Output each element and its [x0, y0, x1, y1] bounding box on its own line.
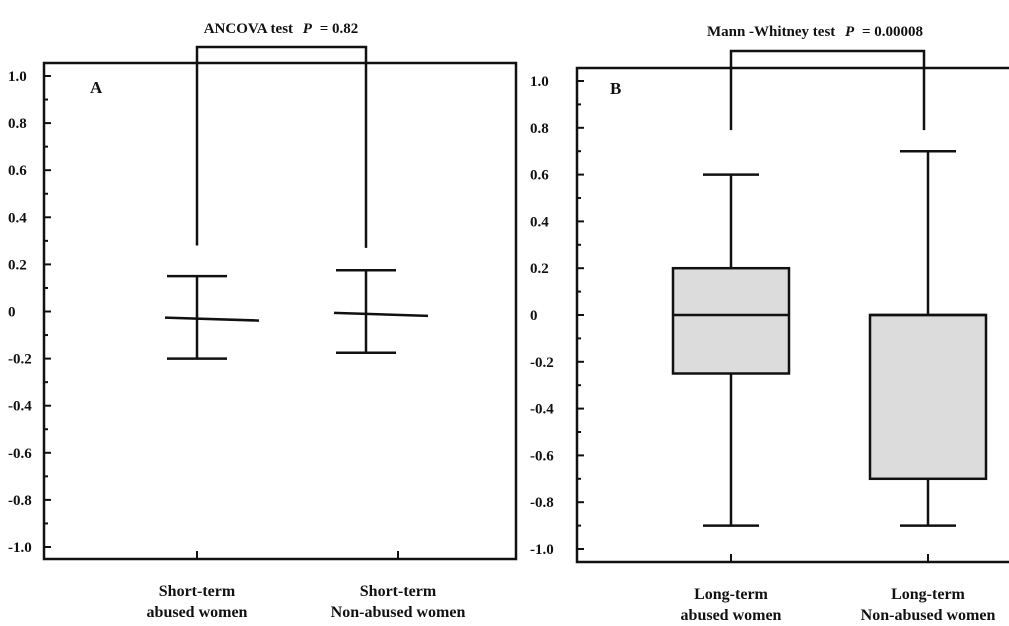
panel-b: B Mann -Whitney test P = 0.00008 1.0 0.8 0… [530, 24, 1009, 624]
panel-a-letter: A [90, 78, 103, 97]
panel-b-cat-2-line1: Long-term [891, 586, 965, 603]
panel-b-y-tick-label: 0.6 [530, 168, 549, 184]
panel-b-marks [671, 49, 988, 527]
panel-b-y-tick-label: 0.2 [530, 261, 549, 277]
panel-a-y-axis: 1.0 0.8 0.6 0.4 0.2 0 -0.2 -0.4 -0.6 -0.8 -1.0 [8, 69, 399, 559]
panel-a-marks [164, 45, 429, 360]
panel-a-y-tick-label: -1.0 [8, 540, 32, 556]
panel-a-y-tick-label: -0.2 [8, 352, 32, 368]
panel-a-title: ANCOVA test P = 0.82 [204, 21, 359, 37]
panel-a-title-prefix: ANCOVA test [204, 21, 293, 37]
panel-b-title-prefix: Mann -Whitney test [707, 24, 835, 40]
panel-b-y-tick-label: -1.0 [530, 542, 554, 558]
panel-a: A ANCOVA test P = 0.82 1.0 0.8 0.6 0.4 0.2 0 -… [8, 21, 518, 621]
panel-a-y-tick-label: 1.0 [8, 69, 27, 85]
panel-b-y-tick-label: -0.2 [530, 355, 554, 371]
panel-a-significance-bracket [195, 45, 368, 248]
panel-b-box-1 [671, 173, 791, 527]
panel-b-letter: B [610, 79, 621, 98]
panel-b-cat-2-line2: Non-abused women [861, 607, 996, 624]
panel-b-y-tick-label: 0 [530, 308, 538, 324]
panel-a-cat-2-line2: Non-abused women [331, 604, 466, 621]
panel-a-cat-2-line1: Short-term [360, 583, 437, 600]
panel-b-y-tick-label: 0.4 [530, 214, 549, 230]
panel-b-y-tick-label: -0.4 [530, 402, 554, 418]
panel-a-frame [42, 61, 518, 561]
panel-a-cat-1-line2: abused women [147, 604, 248, 621]
panel-b-title-pvalue: = 0.00008 [862, 24, 923, 40]
panel-b-categories: Long-term abused women Long-term Non-abu… [681, 586, 996, 624]
panel-a-errorbar-1 [164, 274, 260, 360]
panel-b-title: Mann -Whitney test P = 0.00008 [707, 24, 923, 40]
panel-a-title-pvalue: = 0.82 [320, 21, 359, 37]
errorbar-mean-line [333, 311, 429, 318]
panel-a-y-tick-label: 0.8 [8, 116, 27, 132]
panel-a-y-tick-label: 0.4 [8, 210, 27, 226]
errorbar-mean-line [164, 316, 260, 322]
panel-b-y-tick-label: -0.6 [530, 448, 554, 464]
panel-a-y-tick-label: 0.6 [8, 163, 27, 179]
panel-b-box-2 [868, 149, 988, 527]
box-body [671, 266, 791, 375]
panel-a-cat-1-line1: Short-term [159, 583, 236, 600]
panel-a-y-tick-label: -0.8 [8, 493, 32, 509]
panel-b-y-tick-label: -0.8 [530, 495, 554, 511]
panel-b-y-axis: 1.0 0.8 0.6 0.4 0.2 0 -0.2 -0.4 -0.6 -0.8 -1.0 [530, 74, 929, 562]
panel-a-y-tick-label: 0.2 [8, 257, 27, 273]
panel-b-significance-bracket [729, 49, 926, 131]
panel-b-y-tick-label: 1.0 [530, 74, 549, 90]
box-body [868, 313, 988, 481]
panel-b-cat-1-line2: abused women [681, 607, 782, 624]
panel-b-title-p: P [845, 24, 855, 40]
panel-a-y-tick-label: -0.4 [8, 399, 32, 415]
panel-a-categories: Short-term abused women Short-term Non-a… [147, 583, 466, 621]
panel-a-y-tick-label: -0.6 [8, 446, 32, 462]
panel-b-cat-1-line1: Long-term [694, 586, 768, 603]
panel-a-errorbar-2 [333, 269, 429, 354]
panel-a-y-tick-label: 0 [8, 305, 16, 321]
panel-a-title-p: P [303, 21, 313, 37]
panel-b-y-tick-label: 0.8 [530, 121, 549, 137]
